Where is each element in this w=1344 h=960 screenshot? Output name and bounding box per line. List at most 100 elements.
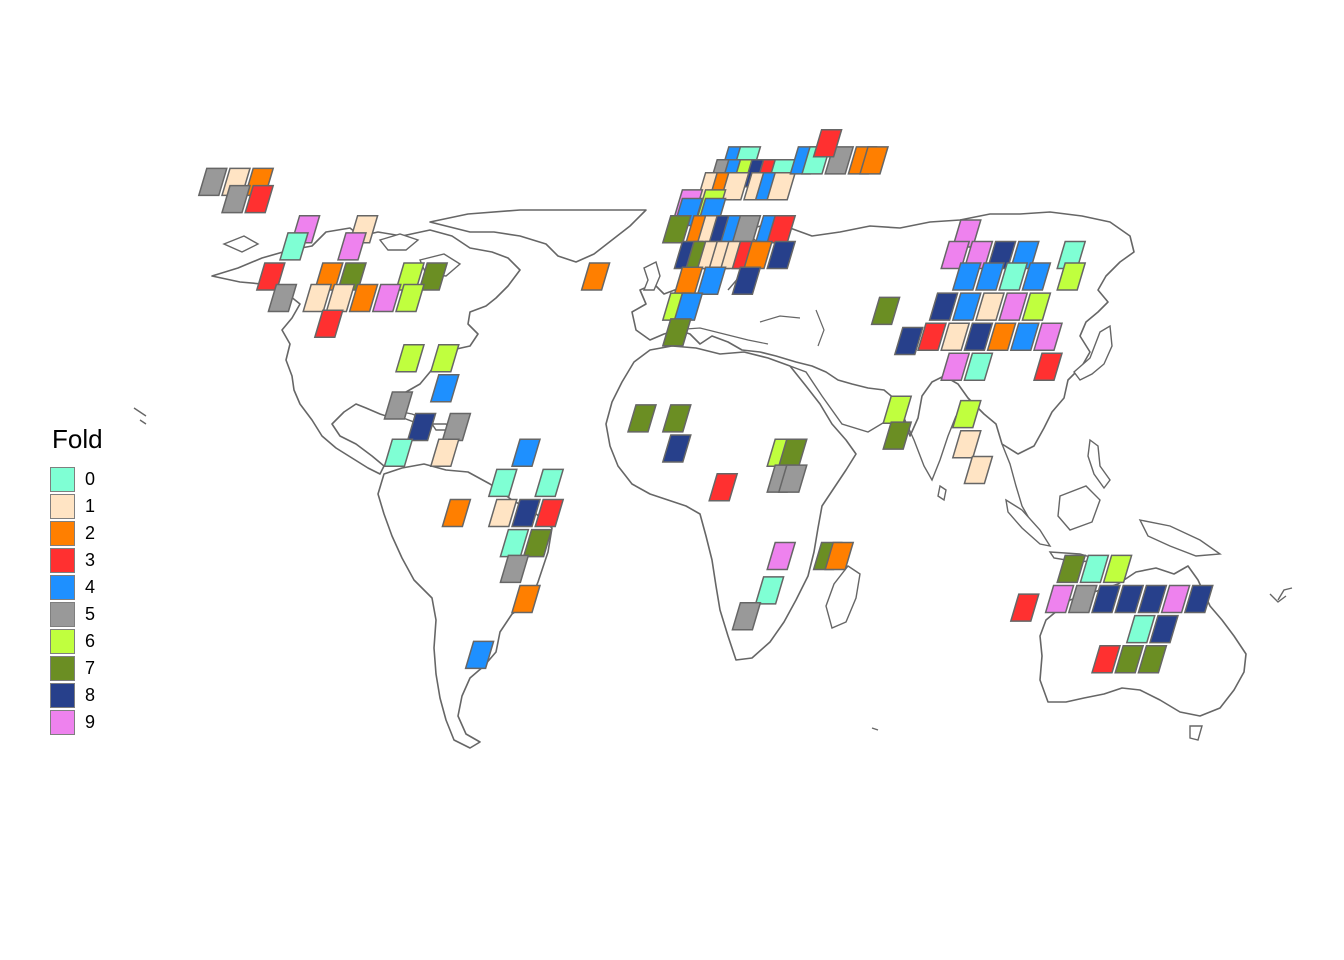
fold-cell	[534, 468, 565, 498]
fold-cell	[1125, 614, 1156, 644]
legend-item: 9	[50, 709, 103, 736]
legend-title: Fold	[52, 424, 103, 454]
fold-cell	[998, 292, 1029, 321]
fold-cell	[464, 640, 495, 670]
fold-cell	[383, 438, 414, 468]
fold-cell	[429, 438, 460, 468]
tasmania-island	[1189, 725, 1203, 741]
fold-cell	[963, 455, 994, 485]
philippines-islands	[1087, 438, 1111, 490]
legend-item: 1	[50, 493, 103, 520]
fold-cell	[499, 554, 530, 584]
fold-cell	[429, 343, 460, 373]
fold-cell	[951, 399, 982, 429]
legend-swatch	[50, 548, 75, 573]
fold-cell	[336, 232, 368, 261]
fold-cell	[766, 240, 797, 270]
fold-cell	[244, 184, 275, 214]
fold-cell	[220, 184, 252, 214]
fold-cell	[940, 322, 971, 351]
legend-swatch	[50, 656, 75, 681]
fold-cell	[1102, 554, 1133, 584]
legend-label: 9	[85, 712, 96, 732]
fold-cell	[278, 232, 310, 261]
legend-swatch	[50, 575, 75, 600]
borneo-island	[1057, 485, 1101, 531]
fold-cell	[974, 262, 1006, 291]
legend-label: 3	[85, 550, 96, 570]
fold-cell	[731, 601, 762, 631]
fold-cell	[418, 262, 449, 291]
fold-cell	[766, 541, 797, 571]
fold-cell	[1056, 262, 1087, 291]
sri-lanka	[937, 484, 947, 502]
fold-cell	[1090, 644, 1122, 674]
fold-cell	[510, 584, 542, 614]
fold-cell	[916, 322, 948, 351]
fold-cell	[882, 421, 913, 450]
fold-cell	[510, 498, 542, 528]
legend-item: 2	[50, 520, 103, 547]
arctic-island	[378, 233, 420, 251]
legend-item: 7	[50, 655, 103, 682]
fold-cell	[325, 283, 356, 313]
fold-cell	[406, 412, 437, 442]
legend-item: 6	[50, 628, 103, 655]
fold-cell	[1032, 322, 1064, 351]
small-island	[871, 727, 879, 731]
britain-landmass	[642, 260, 661, 291]
fold-cell	[824, 541, 855, 571]
fold-cell	[348, 283, 379, 313]
fold-cell	[487, 498, 518, 528]
legend-swatch	[50, 602, 75, 627]
fold-cell	[1067, 584, 1098, 614]
fold-cell	[429, 374, 460, 403]
fold-cell	[998, 262, 1029, 291]
legend-label: 5	[85, 604, 96, 624]
arctic-island	[222, 235, 260, 253]
fold-cell	[951, 262, 982, 291]
new-guinea-island	[1138, 519, 1222, 557]
sumatra-island	[1005, 498, 1052, 548]
fold-cell	[673, 292, 704, 321]
fold-cell	[626, 404, 658, 433]
fold-cell	[510, 438, 542, 468]
fold-cell	[487, 468, 518, 498]
fold-cell	[267, 283, 298, 313]
fold-cell	[696, 266, 727, 296]
fold-cell	[1148, 614, 1180, 644]
fold-cell	[394, 343, 426, 373]
fold-cell	[661, 318, 692, 347]
legend-label: 7	[85, 658, 96, 678]
fold-cell	[1160, 584, 1191, 614]
legend-swatch	[50, 521, 75, 546]
mediterranean-coast	[671, 309, 825, 347]
fold-cell	[580, 262, 611, 291]
legend-label: 4	[85, 577, 96, 597]
fold-cell	[986, 322, 1017, 351]
legend-item: 3	[50, 547, 103, 574]
legend-item: 0	[50, 466, 103, 493]
fold-cell	[1137, 584, 1168, 614]
fold-cell	[777, 464, 808, 493]
legend-label: 1	[85, 496, 96, 516]
fold-cell	[951, 429, 982, 459]
fold-cell	[858, 146, 890, 175]
hawaii-islands	[133, 407, 147, 425]
fold-cell	[441, 412, 472, 442]
fold-cell	[661, 404, 692, 433]
fold-cell	[812, 128, 843, 158]
fold-cell	[940, 352, 971, 382]
legend-label: 6	[85, 631, 96, 651]
fold-cells	[197, 128, 1214, 674]
fold-cell	[742, 240, 774, 270]
legend-item: 4	[50, 574, 103, 601]
legend-items: 0 1 2 3 4 5 6 7 8 9	[50, 466, 103, 736]
japan-landmass	[1073, 324, 1113, 381]
fold-cell	[1021, 292, 1052, 321]
legend-label: 2	[85, 523, 96, 543]
fold-cell	[893, 326, 924, 356]
india-coast	[903, 415, 957, 482]
fold-cell	[974, 292, 1006, 321]
